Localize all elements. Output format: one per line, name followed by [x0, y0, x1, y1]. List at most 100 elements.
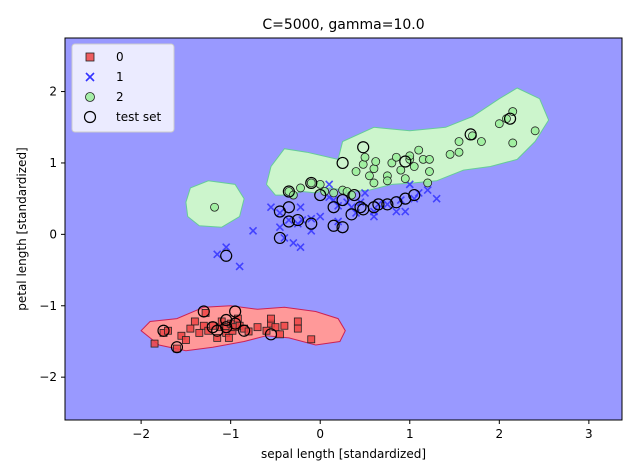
point-2-25	[409, 162, 419, 171]
point-0-3	[177, 331, 186, 340]
x-axis: −2 −1 0 1 2 3	[132, 420, 593, 441]
point-2-11	[358, 159, 368, 169]
point-2-40	[530, 126, 540, 136]
point-test-set-18	[305, 217, 318, 230]
y-tick-label-1: 1	[49, 156, 57, 170]
point-2-28	[423, 178, 433, 188]
y-axis: −2 −1 0 1 2	[39, 85, 65, 384]
point-2-6	[329, 188, 339, 198]
legend-marker-0	[85, 52, 95, 62]
point-2-16	[371, 157, 381, 166]
point-1-26	[360, 188, 370, 198]
point-1-13	[298, 216, 307, 225]
point-1-21	[334, 217, 343, 226]
chart-title: C=5000, gamma=10.0	[262, 17, 424, 33]
point-0-30	[276, 330, 284, 339]
point-0-5	[186, 324, 195, 333]
point-test-set-14	[282, 201, 295, 214]
point-2-31	[445, 149, 455, 159]
point-0-35	[173, 344, 181, 353]
point-0-31	[280, 321, 289, 330]
point-1-9	[289, 238, 298, 247]
point-test-set-29	[357, 141, 370, 154]
point-2-21	[396, 165, 406, 175]
y-tick-label--1: −1	[39, 299, 57, 313]
legend: 0 1 2 test set	[71, 43, 175, 133]
point-test-set-23	[336, 221, 349, 234]
legend-marker-1	[85, 72, 95, 82]
x-tick-label-1: 1	[406, 427, 414, 441]
data-points	[150, 107, 540, 354]
point-1-37	[423, 186, 432, 195]
point-1-0	[213, 250, 222, 259]
legend-marker-test-set	[83, 110, 97, 124]
point-2-35	[477, 137, 486, 146]
point-test-set-0	[157, 324, 170, 337]
point-2-36	[494, 119, 504, 129]
y-tick-label-0: 0	[49, 227, 57, 241]
series-2	[210, 107, 540, 212]
point-0-34	[307, 335, 316, 344]
point-1-2	[235, 262, 244, 271]
point-test-set-8	[229, 305, 242, 318]
point-2-20	[391, 152, 401, 162]
point-test-set-22	[327, 219, 340, 232]
point-test-set-20	[314, 188, 327, 202]
point-1-6	[275, 208, 284, 218]
point-0-12	[213, 333, 222, 342]
point-2-33	[454, 137, 464, 146]
point-2-34	[468, 131, 477, 141]
x-tick-label--2: −2	[132, 427, 150, 441]
point-2-19	[387, 158, 397, 168]
point-1-35	[410, 194, 419, 203]
x-tick-label--1: −1	[222, 427, 240, 441]
point-0-17	[224, 333, 233, 342]
point-test-set-11	[220, 249, 233, 262]
point-test-set-15	[282, 185, 295, 198]
point-2-4	[315, 179, 325, 189]
point-2-37	[502, 114, 511, 124]
point-test-set-12	[273, 231, 287, 245]
point-test-set-3	[206, 321, 219, 334]
point-0-32	[293, 324, 302, 333]
point-0-28	[267, 314, 275, 323]
point-1-33	[401, 207, 410, 216]
point-test-set-26	[345, 208, 358, 221]
point-test-set-9	[237, 324, 251, 337]
point-test-set-19	[305, 176, 318, 190]
point-2-15	[369, 164, 379, 174]
point-2-26	[414, 145, 424, 155]
point-1-16	[316, 212, 325, 221]
point-1-8	[284, 216, 293, 225]
x-axis-label: sepal length [standardized]	[261, 447, 426, 461]
legend-label-test-set: test set	[116, 110, 161, 124]
point-test-set-39	[503, 112, 517, 125]
point-test-set-16	[282, 215, 295, 228]
legend-label-1: 1	[116, 70, 124, 84]
point-1-11	[296, 243, 305, 252]
point-2-30	[425, 154, 434, 164]
point-test-set-21	[327, 201, 340, 214]
point-0-0	[150, 339, 159, 348]
legend-box	[71, 43, 175, 133]
point-0-7	[195, 328, 204, 337]
point-1-20	[334, 201, 343, 210]
point-2-2	[296, 183, 305, 193]
point-2-10	[351, 167, 361, 176]
point-2-14	[369, 178, 379, 188]
point-test-set-36	[399, 155, 412, 168]
point-test-set-25	[336, 156, 349, 170]
y-axis-label: petal length [standardized]	[15, 147, 29, 311]
y-tick-label--2: −2	[39, 370, 57, 384]
point-1-3	[248, 226, 258, 235]
point-test-set-24	[336, 193, 349, 207]
point-test-set-27	[348, 188, 361, 202]
legend-marker-2	[85, 92, 95, 102]
point-2-39	[508, 138, 518, 148]
point-test-set-17	[291, 213, 304, 227]
point-test-set-1	[170, 341, 184, 354]
plot-frame	[64, 37, 623, 421]
point-1-12	[296, 203, 305, 212]
point-1-30	[383, 200, 392, 209]
y-tick-label-2: 2	[49, 85, 57, 99]
